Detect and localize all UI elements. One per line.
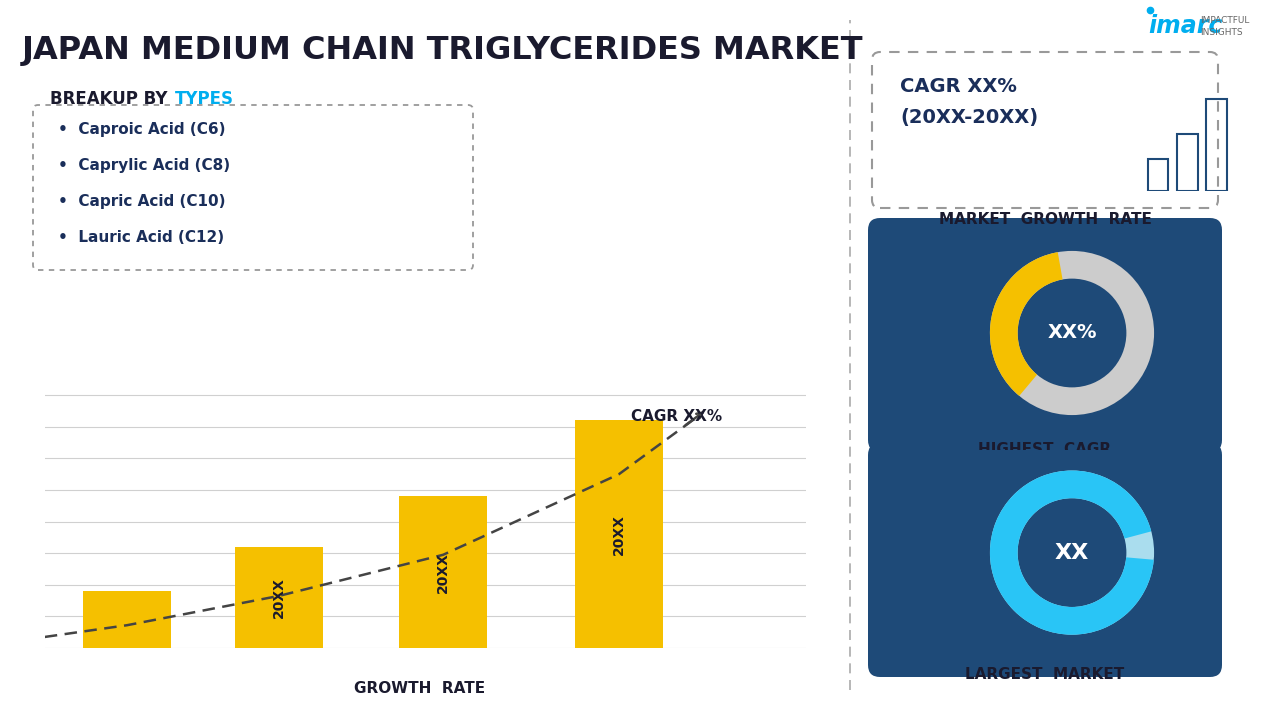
FancyBboxPatch shape — [872, 52, 1219, 208]
Text: GROWTH  RATE: GROWTH RATE — [355, 681, 485, 696]
Bar — [575, 420, 663, 648]
Text: 20XX: 20XX — [436, 552, 451, 593]
Text: (20XX-20XX): (20XX-20XX) — [900, 108, 1038, 127]
FancyBboxPatch shape — [927, 187, 1217, 479]
Bar — [399, 496, 488, 648]
FancyBboxPatch shape — [868, 443, 1222, 677]
Text: •  Capric Acid (C10): • Capric Acid (C10) — [58, 194, 225, 209]
Text: XX%: XX% — [1047, 323, 1097, 343]
FancyBboxPatch shape — [927, 407, 1217, 698]
Text: HIGHEST  CAGR: HIGHEST CAGR — [978, 442, 1111, 457]
Bar — [1206, 99, 1226, 191]
Text: CAGR XX%: CAGR XX% — [631, 409, 722, 423]
Text: MARKET  GROWTH  RATE: MARKET GROWTH RATE — [938, 212, 1152, 227]
Text: XX: XX — [1055, 543, 1089, 562]
Text: •  Caprylic Acid (C8): • Caprylic Acid (C8) — [58, 158, 230, 173]
Text: LARGEST  MARKET: LARGEST MARKET — [965, 667, 1125, 682]
Text: BREAKUP BY: BREAKUP BY — [50, 90, 173, 108]
Text: 20XX: 20XX — [273, 577, 287, 618]
Text: imarc: imarc — [1148, 14, 1222, 38]
Text: •  Lauric Acid (C12): • Lauric Acid (C12) — [58, 230, 224, 245]
Bar — [1176, 134, 1198, 191]
Wedge shape — [989, 251, 1155, 415]
Text: 20XX: 20XX — [612, 514, 626, 554]
Text: TYPES: TYPES — [175, 90, 234, 108]
Text: CAGR XX%: CAGR XX% — [900, 77, 1016, 96]
FancyBboxPatch shape — [868, 218, 1222, 452]
Bar — [83, 591, 170, 648]
Bar — [236, 547, 323, 648]
Wedge shape — [989, 252, 1062, 396]
Text: •  Caproic Acid (C6): • Caproic Acid (C6) — [58, 122, 225, 137]
Text: JAPAN MEDIUM CHAIN TRIGLYCERIDES MARKET: JAPAN MEDIUM CHAIN TRIGLYCERIDES MARKET — [22, 35, 864, 66]
Wedge shape — [989, 471, 1155, 635]
Wedge shape — [989, 471, 1153, 635]
FancyBboxPatch shape — [33, 105, 474, 270]
Text: IMPACTFUL
INSIGHTS: IMPACTFUL INSIGHTS — [1201, 16, 1249, 37]
Bar — [1148, 158, 1169, 191]
